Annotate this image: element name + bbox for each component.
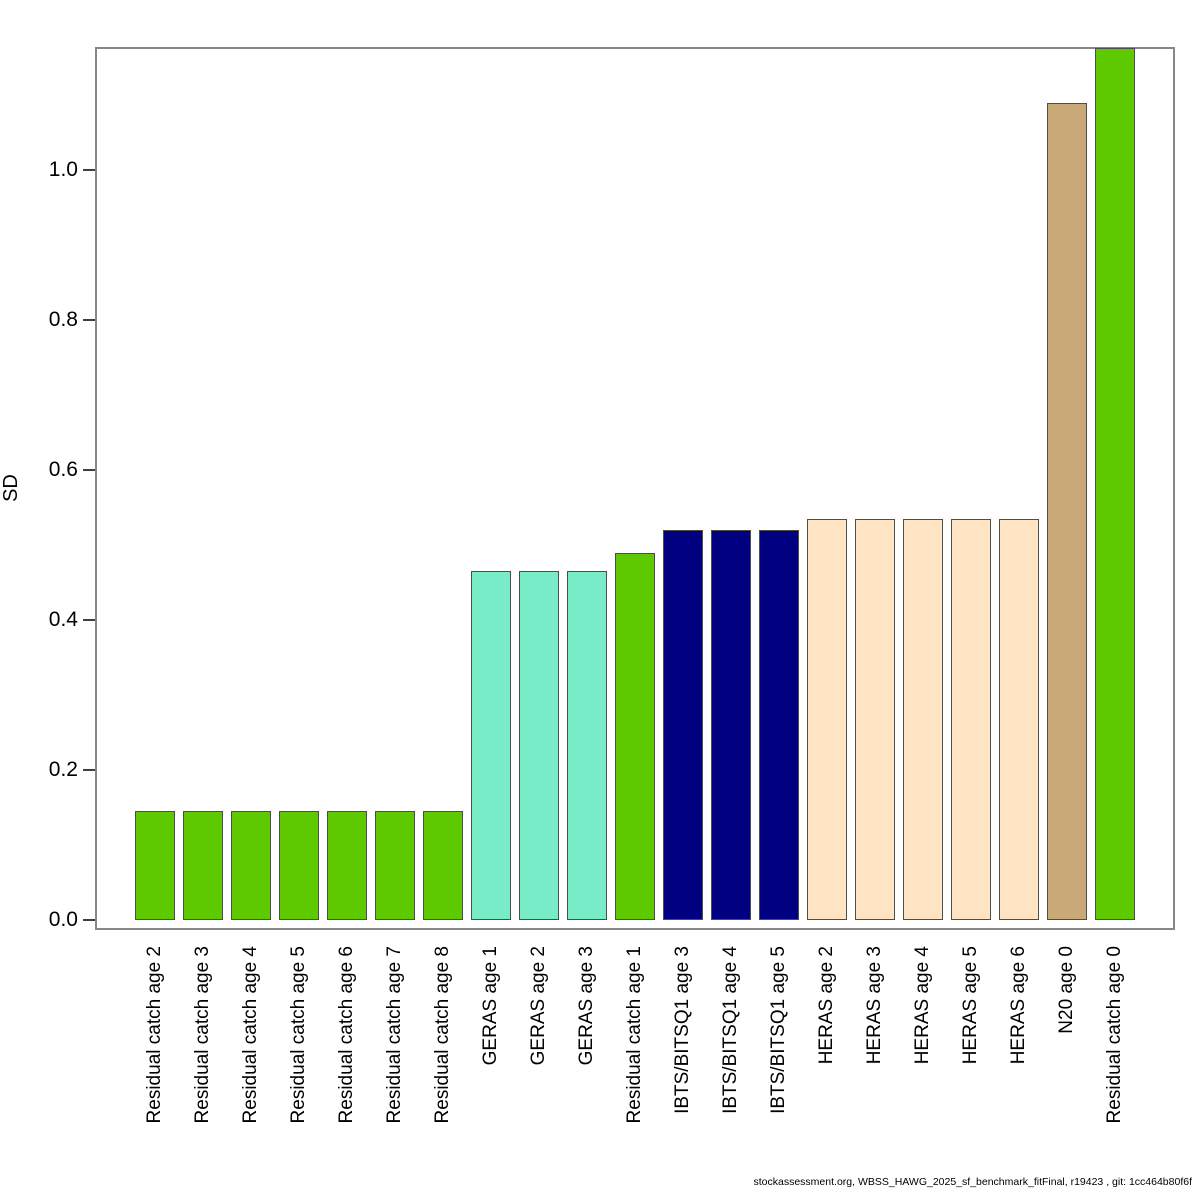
bar-heras-age-5	[951, 518, 991, 920]
y-axis-tick-label: 1.0	[48, 158, 78, 181]
x-axis-label: GERAS age 1	[480, 946, 501, 1066]
x-axis-label: Residual catch age 8	[432, 946, 453, 1124]
bar-residual-catch-age-4	[231, 811, 271, 920]
bar-geras-age-3	[567, 571, 607, 920]
x-axis-label: Residual catch age 1	[624, 946, 645, 1124]
y-axis-tick-label: 0.6	[48, 458, 78, 481]
x-axis-label: IBTS/BITSQ1 age 5	[768, 946, 789, 1114]
x-axis-label: Residual catch age 7	[384, 946, 405, 1124]
bar-ibts-bitsq1-age-5	[759, 530, 799, 920]
x-axis-label: Residual catch age 2	[144, 946, 165, 1124]
y-axis-tick	[83, 619, 95, 621]
x-axis-label: Residual catch age 3	[192, 946, 213, 1124]
y-axis-tick-label: 0.0	[48, 908, 78, 931]
x-axis-label: HERAS age 3	[864, 946, 885, 1065]
x-axis-label: IBTS/BITSQ1 age 4	[720, 946, 741, 1114]
bar-ibts-bitsq1-age-3	[663, 530, 703, 920]
bar-residual-catch-age-2	[135, 811, 175, 920]
y-axis-tick	[83, 919, 95, 921]
bar-geras-age-2	[519, 571, 559, 920]
x-axis-label: Residual catch age 0	[1104, 946, 1125, 1124]
bar-heras-age-4	[903, 518, 943, 920]
y-axis-tick	[83, 169, 95, 171]
x-axis-label: HERAS age 6	[1008, 946, 1029, 1065]
y-axis-title: SD	[0, 474, 22, 502]
bar-residual-catch-age-3	[183, 811, 223, 920]
x-axis-label: IBTS/BITSQ1 age 3	[672, 946, 693, 1114]
bar-residual-catch-age-8	[423, 811, 463, 920]
x-axis-label: GERAS age 3	[576, 946, 597, 1066]
footer-text: stockassessment.org, WBSS_HAWG_2025_sf_b…	[753, 1176, 1193, 1188]
bar-heras-age-2	[807, 518, 847, 920]
bar-residual-catch-age-1	[615, 552, 655, 920]
y-axis-tick	[83, 769, 95, 771]
x-axis-label: HERAS age 5	[960, 946, 981, 1065]
y-axis-tick-label: 0.8	[48, 308, 78, 331]
y-axis-tick	[83, 319, 95, 321]
x-axis-label: Residual catch age 4	[240, 946, 261, 1124]
bar-ibts-bitsq1-age-4	[711, 530, 751, 920]
bar-geras-age-1	[471, 571, 511, 920]
y-axis-tick-label: 0.4	[48, 608, 78, 631]
x-axis-label: HERAS age 2	[816, 946, 837, 1065]
bar-n20-age-0	[1047, 102, 1087, 920]
y-axis-tick-label: 0.2	[48, 758, 78, 781]
x-axis-label: N20 age 0	[1056, 946, 1077, 1034]
bar-residual-catch-age-5	[279, 811, 319, 920]
bar-heras-age-6	[999, 518, 1039, 920]
x-axis-label: Residual catch age 6	[336, 946, 357, 1124]
x-axis-label: GERAS age 2	[528, 946, 549, 1066]
bar-residual-catch-age-0	[1095, 48, 1135, 920]
bar-heras-age-3	[855, 518, 895, 920]
bar-residual-catch-age-6	[327, 811, 367, 920]
bar-residual-catch-age-7	[375, 811, 415, 920]
x-axis-label: HERAS age 4	[912, 946, 933, 1065]
x-axis-label: Residual catch age 5	[288, 946, 309, 1124]
y-axis-tick	[83, 469, 95, 471]
